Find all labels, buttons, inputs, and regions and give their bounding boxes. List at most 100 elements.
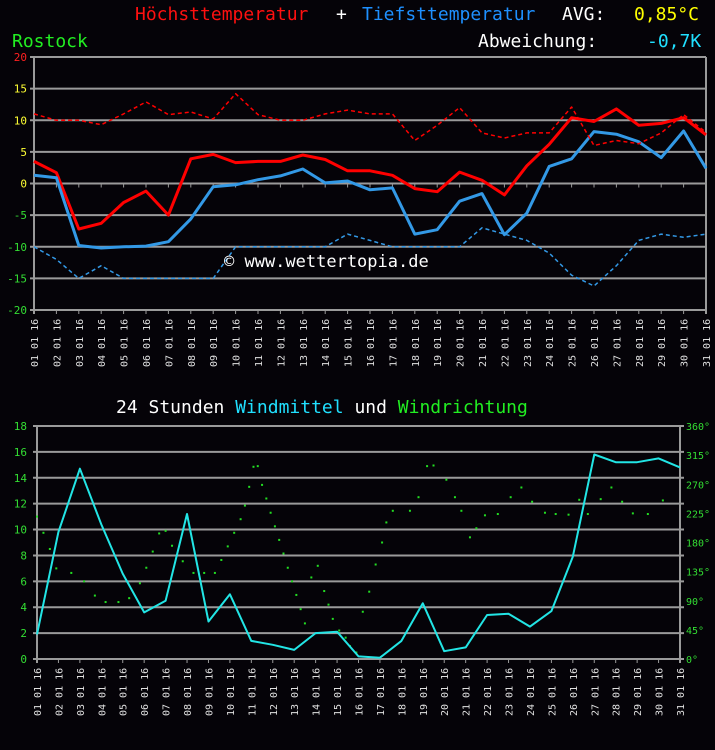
- svg-text:14 01 16: 14 01 16: [312, 668, 323, 716]
- wind-title-prefix: 24 Stunden: [116, 397, 225, 418]
- svg-text:-5: -5: [14, 209, 27, 222]
- svg-text:0: 0: [20, 653, 27, 666]
- svg-text:05 01 16: 05 01 16: [119, 668, 130, 716]
- svg-text:24 01 16: 24 01 16: [526, 668, 537, 716]
- svg-text:16: 16: [14, 446, 27, 459]
- svg-text:17 01 16: 17 01 16: [388, 319, 399, 367]
- svg-text:15 01 16: 15 01 16: [344, 319, 355, 367]
- svg-text:-15: -15: [7, 272, 27, 285]
- svg-text:21 01 16: 21 01 16: [478, 319, 489, 367]
- svg-text:01 01 16: 01 01 16: [33, 668, 44, 716]
- svg-text:08 01 16: 08 01 16: [183, 668, 194, 716]
- svg-text:20 01 16: 20 01 16: [440, 668, 451, 716]
- svg-text:10 01 16: 10 01 16: [232, 319, 243, 367]
- svg-text:360°: 360°: [686, 422, 710, 433]
- wind-title-und: und: [354, 397, 387, 418]
- svg-text:8: 8: [20, 549, 27, 562]
- svg-text:09 01 16: 09 01 16: [204, 668, 215, 716]
- svg-text:11 01 16: 11 01 16: [247, 668, 258, 716]
- title-max: Höchsttemperatur: [135, 4, 309, 25]
- svg-text:25 01 16: 25 01 16: [568, 319, 579, 367]
- svg-text:04 01 16: 04 01 16: [97, 319, 108, 367]
- svg-text:135°: 135°: [686, 568, 710, 579]
- svg-text:02 01 16: 02 01 16: [54, 668, 65, 716]
- svg-text:05 01 16: 05 01 16: [120, 319, 131, 367]
- svg-text:10: 10: [14, 114, 27, 127]
- svg-text:13 01 16: 13 01 16: [299, 319, 310, 367]
- title-min: Tiefsttemperatur: [362, 4, 536, 25]
- wind-title-direction: Windrichtung: [397, 397, 528, 418]
- svg-text:19 01 16: 19 01 16: [419, 668, 430, 716]
- watermark: © www.wettertopia.de: [224, 252, 429, 272]
- svg-text:07 01 16: 07 01 16: [164, 319, 175, 367]
- svg-text:45°: 45°: [686, 626, 704, 637]
- svg-text:21 01 16: 21 01 16: [462, 668, 473, 716]
- svg-text:31 01 16: 31 01 16: [702, 319, 713, 367]
- svg-text:20 01 16: 20 01 16: [456, 319, 467, 367]
- svg-text:14 01 16: 14 01 16: [321, 319, 332, 367]
- svg-text:22 01 16: 22 01 16: [500, 319, 511, 367]
- svg-text:18: 18: [14, 420, 27, 433]
- wind-title-mean: Windmittel: [235, 397, 344, 418]
- svg-text:23 01 16: 23 01 16: [505, 668, 516, 716]
- svg-text:18 01 16: 18 01 16: [397, 668, 408, 716]
- svg-text:08 01 16: 08 01 16: [187, 319, 198, 367]
- svg-text:0°: 0°: [686, 655, 698, 666]
- svg-text:18 01 16: 18 01 16: [411, 319, 422, 367]
- avg-label: AVG:: [562, 4, 606, 25]
- svg-text:12 01 16: 12 01 16: [269, 668, 280, 716]
- svg-text:28 01 16: 28 01 16: [635, 319, 646, 367]
- svg-text:12: 12: [14, 498, 27, 511]
- wind-chart: 18 16 14 12 10 8 6 4 2 0 360° 315° 270° 225° 180° 135° 9…: [14, 420, 710, 716]
- svg-text:20: 20: [14, 51, 27, 64]
- svg-text:23 01 16: 23 01 16: [523, 319, 534, 367]
- svg-text:28 01 16: 28 01 16: [612, 668, 623, 716]
- svg-text:90°: 90°: [686, 597, 704, 608]
- svg-text:13 01 16: 13 01 16: [290, 668, 301, 716]
- svg-text:4: 4: [20, 601, 27, 614]
- svg-text:27 01 16: 27 01 16: [590, 668, 601, 716]
- svg-text:29 01 16: 29 01 16: [657, 319, 668, 367]
- svg-text:16 01 16: 16 01 16: [366, 319, 377, 367]
- svg-text:01 01 16: 01 01 16: [30, 319, 41, 367]
- svg-text:30 01 16: 30 01 16: [655, 668, 666, 716]
- svg-text:22 01 16: 22 01 16: [483, 668, 494, 716]
- svg-text:15 01 16: 15 01 16: [333, 668, 344, 716]
- svg-text:16 01 16: 16 01 16: [355, 668, 366, 716]
- svg-text:10 01 16: 10 01 16: [226, 668, 237, 716]
- svg-text:26 01 16: 26 01 16: [569, 668, 580, 716]
- svg-text:0: 0: [20, 178, 27, 191]
- svg-text:09 01 16: 09 01 16: [209, 319, 220, 367]
- avg-value: 0,85°C: [634, 4, 700, 25]
- svg-text:-20: -20: [7, 304, 27, 317]
- svg-text:14: 14: [14, 472, 28, 485]
- svg-text:03 01 16: 03 01 16: [76, 668, 87, 716]
- svg-text:5: 5: [20, 146, 27, 159]
- station-name: Rostock: [12, 31, 88, 52]
- svg-text:26 01 16: 26 01 16: [590, 319, 601, 367]
- svg-text:10: 10: [14, 524, 27, 537]
- svg-text:315°: 315°: [686, 451, 710, 462]
- svg-text:11 01 16: 11 01 16: [254, 319, 265, 367]
- svg-text:6: 6: [20, 575, 27, 588]
- svg-text:06 01 16: 06 01 16: [140, 668, 151, 716]
- title-plus: +: [336, 4, 347, 25]
- svg-text:19 01 16: 19 01 16: [433, 319, 444, 367]
- svg-text:03 01 16: 03 01 16: [75, 319, 86, 367]
- svg-text:15: 15: [14, 83, 27, 96]
- svg-text:180°: 180°: [686, 539, 710, 550]
- svg-text:-10: -10: [7, 241, 27, 254]
- svg-text:02 01 16: 02 01 16: [52, 319, 63, 367]
- svg-text:25 01 16: 25 01 16: [547, 668, 558, 716]
- deviation-value: -0,7K: [647, 31, 702, 52]
- svg-text:04 01 16: 04 01 16: [97, 668, 108, 716]
- svg-text:29 01 16: 29 01 16: [633, 668, 644, 716]
- svg-text:270°: 270°: [686, 480, 710, 491]
- svg-text:12 01 16: 12 01 16: [276, 319, 287, 367]
- svg-text:31 01 16: 31 01 16: [676, 668, 687, 716]
- svg-text:06 01 16: 06 01 16: [142, 319, 153, 367]
- svg-text:24 01 16: 24 01 16: [545, 319, 556, 367]
- svg-text:27 01 16: 27 01 16: [612, 319, 623, 367]
